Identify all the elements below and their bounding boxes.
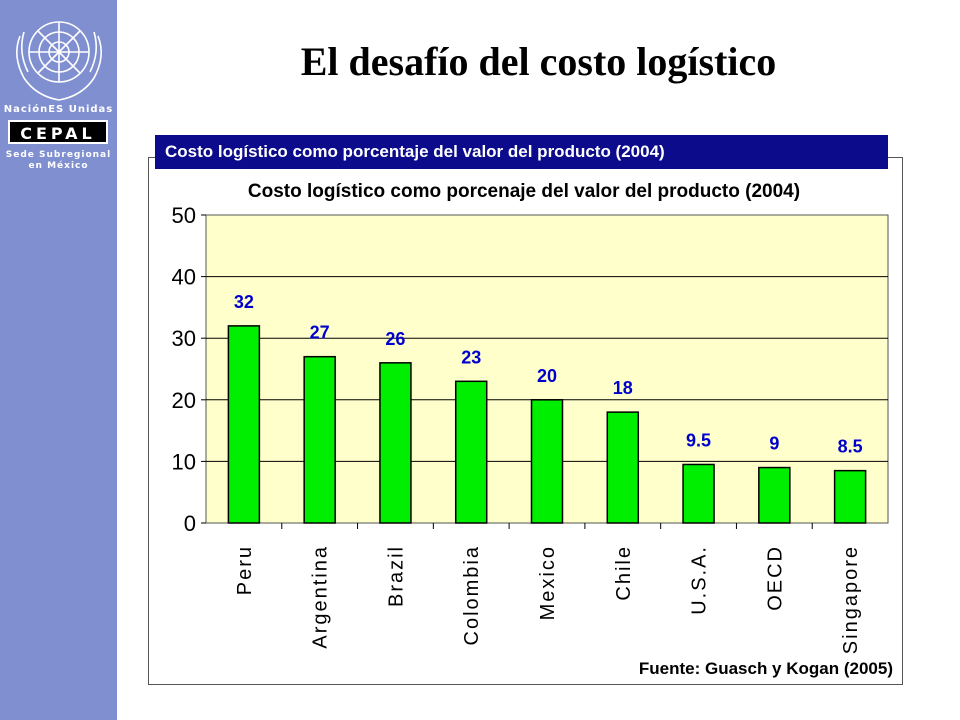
data-label: 8.5 [838,437,863,457]
source-note: Fuente: Guasch y Kogan (2005) [639,659,893,678]
bar-brazil [379,362,412,524]
x-tick-label: OECD [764,545,786,611]
sidebar: NaciónES Unidas CEPAL Sede Subregional e… [0,0,117,720]
y-tick-label: 40 [172,265,196,290]
y-tick-label: 20 [172,388,196,413]
data-label: 27 [310,323,330,343]
chart-caption-bar: Costo logístico como porcentaje del valo… [155,135,888,169]
y-tick-label: 10 [172,449,196,474]
x-tick-label: U.S.A. [689,545,711,615]
bar-argentina [303,355,336,524]
data-label: 18 [613,378,633,398]
org-subtitle-line1: Sede Subregional [5,150,112,160]
x-tick-label: Singapore [840,545,862,654]
bar-peru [227,325,261,524]
bar-colombia [454,380,488,524]
x-tick-label: Brazil [385,545,407,607]
data-label: 32 [234,292,254,312]
x-tick-label: Chile [613,545,635,601]
chart-title: Costo logístico como porcenaje del valor… [248,181,800,202]
cepal-logo: CEPAL [8,120,108,144]
x-tick-label: Mexico [537,545,559,620]
bar-oecd [758,466,791,524]
x-tick-label: Peru [234,545,256,595]
x-tick-label: Argentina [310,545,332,649]
bar-singapore [833,469,867,524]
bar-mexico [530,399,564,524]
slide-title: El desafío del costo logístico [300,39,777,84]
data-label: 23 [461,347,481,367]
bar-usa [682,463,715,524]
un-emblem-icon [16,21,102,101]
y-tick-label: 0 [184,511,196,536]
data-labels: 32 27 26 23 20 18 9.5 9 8.5 [234,292,863,457]
org-name: NaciónES Unidas [3,104,114,115]
bar-chart: Costo logístico como porcenaje del valor… [172,181,893,678]
y-tick-label: 30 [172,326,196,351]
y-tick-label: 50 [172,203,196,228]
data-label: 9.5 [686,430,711,450]
x-axis-labels: Peru Argentina Brazil Colombia Mexico Chile U.… [234,523,862,654]
x-tick-label: Colombia [461,545,483,645]
y-axis: 0 10 20 30 40 50 [172,203,206,536]
bar-chile [606,411,640,524]
data-label: 20 [537,366,557,386]
data-label: 26 [385,329,405,349]
bars [227,325,867,524]
data-label: 9 [769,434,779,454]
org-subtitle-line2: en México [28,161,89,171]
